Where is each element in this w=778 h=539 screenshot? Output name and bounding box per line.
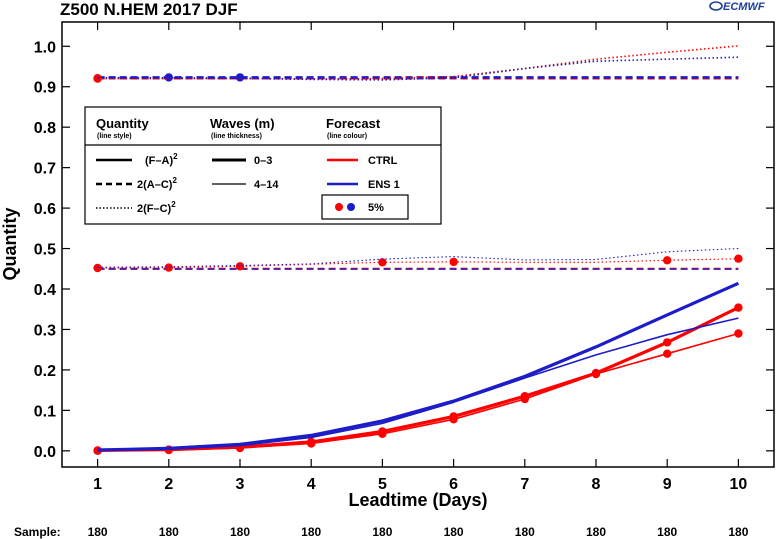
sample-value: 180 [159,525,179,539]
legend-waves-item-2: 4–14 [254,179,279,191]
y-tick-label: 0.2 [34,363,56,380]
y-axis-label: Quantity [0,207,20,280]
legend: Quantity (line style) Waves (m) (line th… [84,106,442,225]
x-tick-label: 9 [663,476,672,493]
sample-value: 180 [88,525,108,539]
sample-value: 180 [372,525,392,539]
series-2-marker [520,394,529,404]
legend-forecast-item-2: ENS 1 [368,179,400,191]
legend-waves-sub: (line thickness) [211,133,262,140]
sample-row: 180 180 180 180 180 180 180 180 180 180 [88,525,749,539]
x-tick-label: 1 [93,476,102,493]
series-line-11 [97,258,739,269]
y-tick-label: 0.8 [34,120,56,137]
sample-value: 180 [515,525,535,539]
series-line-3 [97,281,740,452]
y-tick-label: 0.6 [34,201,56,218]
legend-box [84,106,442,225]
legend-blue-dot [347,203,355,211]
series-1-marker [663,338,672,347]
series-2-marker [307,439,316,448]
legend-waves-heading: Waves (m) [210,116,275,131]
y-tick-label: 0.4 [34,282,56,299]
x-axis-label: Leadtime (Days) [348,490,487,510]
series-11-marker [93,263,102,273]
legend-forecast-heading: Forecast [326,116,381,131]
series-line-1 [97,306,740,452]
logo-text: ECMWF [723,1,765,13]
sample-value: 180 [301,525,321,539]
plot-frame [61,21,775,468]
y-tick-label: 0.3 [34,322,56,339]
plot-area: 1 2 3 4 5 6 7 8 9 10 0.00.10.20.30.40.50.60.70.80… [34,21,775,493]
series-2-marker [378,429,387,438]
legend-quantity-item-3: 2(F–C)2 [137,200,176,215]
y-ticks: 0.0 0.1 0.2 0.3 0.4 0.5 0.6 0.7 0.8 0.9 1.0 [34,39,774,461]
series-2-marker [591,369,601,379]
y-tick-label: 1.0 [34,39,56,56]
legend-forecast-sub: (line colour) [327,133,367,140]
legend-forecast-item-1: CTRL [368,155,398,167]
legend-red-dot [335,203,343,211]
series-11-marker [663,256,672,265]
series-line-4 [97,317,739,452]
x-tick-label: 2 [164,476,173,493]
series-line-12 [97,247,739,268]
series-2-marker [734,329,743,338]
series-line-2 [97,332,739,452]
legend-significance-box [321,194,409,220]
sample-value: 180 [728,525,748,539]
legend-quantity-heading: Quantity [96,116,149,131]
legend-significance-label: 5% [368,202,384,214]
chart-title: Z500 N.HEM 2017 DJF [60,0,238,19]
sample-value: 180 [230,525,250,539]
y-tick-label: 0.7 [34,161,56,178]
series-11-marker [734,254,743,263]
series-1-marker [734,303,743,312]
series-2-marker [663,349,672,358]
y-tick-label: 0.5 [34,242,56,259]
x-tick-label: 5 [378,476,387,493]
series-layer [93,45,743,455]
sample-value: 180 [444,525,464,539]
sample-value: 180 [657,525,677,539]
x-tick-label: 6 [449,476,458,493]
x-ticks: 1 2 3 4 5 6 7 8 9 10 [93,22,747,493]
x-tick-label: 3 [236,476,245,493]
series-line-10 [97,56,739,81]
sample-value: 180 [586,525,606,539]
ecmwf-logo: ECMWF [709,1,765,13]
series-11-marker [235,262,245,271]
series-6-marker [164,73,173,82]
series-11-marker [164,263,173,272]
series-11-marker [449,257,458,267]
x-tick-label: 7 [520,476,529,493]
series-6-marker [235,73,245,82]
sample-label: Sample: [14,525,61,539]
legend-quantity-sub: (line style) [97,133,132,140]
legend-quantity-item-2: 2(A–C)2 [137,176,177,191]
x-tick-label: 4 [307,476,316,493]
series-line-9 [97,45,739,80]
y-tick-label: 0.9 [34,80,56,97]
y-tick-label: 0.1 [34,403,56,420]
x-tick-label: 8 [592,476,601,493]
series-11-marker [378,258,387,267]
x-tick-label: 10 [730,476,748,493]
legend-quantity-item-1: (F–A)2 [145,152,178,167]
y-tick-label: 0.0 [34,444,56,461]
legend-waves-item-1: 0–3 [254,155,272,167]
series-2-marker [449,415,458,424]
